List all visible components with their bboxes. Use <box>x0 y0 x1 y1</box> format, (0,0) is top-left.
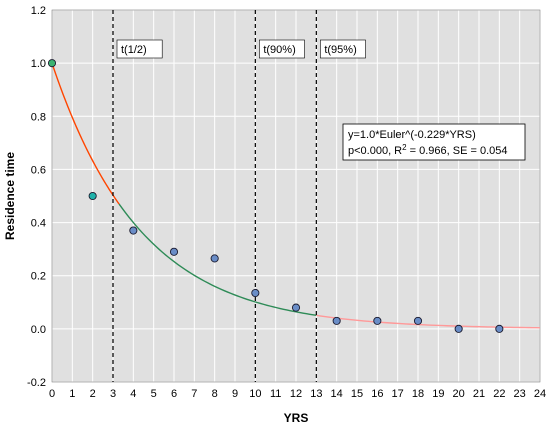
y-tick-label: 0.2 <box>31 271 46 283</box>
data-point <box>251 288 260 298</box>
x-tick-label: 21 <box>473 388 485 400</box>
equation-line-2: p<0.000, R2 = 0.966, SE = 0.054 <box>348 143 508 157</box>
x-tick-label: 11 <box>270 388 281 400</box>
x-tick-label: 13 <box>310 388 322 400</box>
x-tick-label: 4 <box>130 388 136 400</box>
x-tick-label: 17 <box>392 388 404 400</box>
x-tick-label: 0 <box>49 388 55 400</box>
x-axis-title: YRS <box>284 411 309 425</box>
x-tick-label: 10 <box>249 388 261 400</box>
x-tick-label: 16 <box>371 388 383 400</box>
data-point <box>454 324 463 333</box>
x-tick-label: 22 <box>493 388 505 400</box>
data-point <box>495 324 504 333</box>
y-tick-label: 0.0 <box>31 324 46 336</box>
x-tick-label: 19 <box>432 388 444 400</box>
x-tick-label: 8 <box>212 388 218 400</box>
data-point <box>210 254 219 263</box>
vertical-line-label: t(1/2) <box>121 44 147 56</box>
equation-box: y=1.0*Euler^(-0.229*YRS) p<0.000, R2 = 0… <box>342 123 526 161</box>
equation-line-2-prefix: p<0.000, R <box>348 145 402 157</box>
y-tick-label: 1.2 <box>31 5 46 17</box>
data-point <box>413 316 423 325</box>
fit-curve-segment <box>51 62 120 205</box>
vertical-line-label-box <box>320 39 366 59</box>
x-tick-label: 15 <box>351 388 363 400</box>
x-tick-label: 24 <box>534 388 546 400</box>
x-tick-label: 7 <box>191 388 197 400</box>
x-tick-label: 1 <box>69 388 75 400</box>
y-tick-label: -0.2 <box>27 377 46 389</box>
data-point <box>129 226 138 235</box>
x-tick-label: 12 <box>290 388 302 400</box>
x-tick-label: 5 <box>151 388 157 400</box>
x-tick-label: 6 <box>171 388 177 400</box>
x-tick-label: 14 <box>331 388 343 400</box>
data-point <box>47 59 57 68</box>
vertical-line-label-box <box>259 39 305 59</box>
equation-line-2-suffix: = 0.966, SE = 0.054 <box>407 145 508 157</box>
data-point <box>291 303 301 312</box>
equation-box-frame <box>342 123 526 161</box>
data-point <box>88 191 97 201</box>
y-axis-title: Residence time <box>3 152 17 240</box>
vertical-lines: t(1/2) t(90%) t(95%) <box>112 10 366 382</box>
equation-line-2-sup: 2 <box>402 143 407 152</box>
vertical-line-label: t(95%) <box>324 44 356 56</box>
data-point <box>373 316 382 325</box>
data-point <box>332 316 341 325</box>
x-tick-label: 9 <box>232 388 238 400</box>
y-tick-label: 0.8 <box>31 111 46 123</box>
x-axis-ticks: 0 1 2 3 4 5 6 7 8 9 10 11 12 13 14 15 16 17 18 19 20 21 22 23 24 <box>49 388 546 400</box>
equation-line-1: y=1.0*Euler^(-0.229*YRS) <box>348 129 476 141</box>
x-tick-label: 3 <box>110 388 116 400</box>
x-tick-label: 2 <box>90 388 96 400</box>
plot-border <box>51 9 541 383</box>
data-point <box>169 247 179 256</box>
y-tick-label: 1.0 <box>31 58 46 70</box>
y-axis-ticks: -0.2 0.0 0.2 0.4 0.6 0.8 1.0 1.2 <box>27 5 46 389</box>
y-tick-label: 0.6 <box>31 164 46 176</box>
fit-curve-segment <box>118 203 317 317</box>
vertical-line-label: t(90%) <box>263 44 295 56</box>
x-tick-label: 20 <box>453 388 465 400</box>
y-tick-label: 0.4 <box>31 218 46 230</box>
x-tick-label: 23 <box>514 388 526 400</box>
x-tick-label: 18 <box>412 388 424 400</box>
data-points <box>47 59 504 333</box>
vertical-line-label-box <box>116 39 163 59</box>
